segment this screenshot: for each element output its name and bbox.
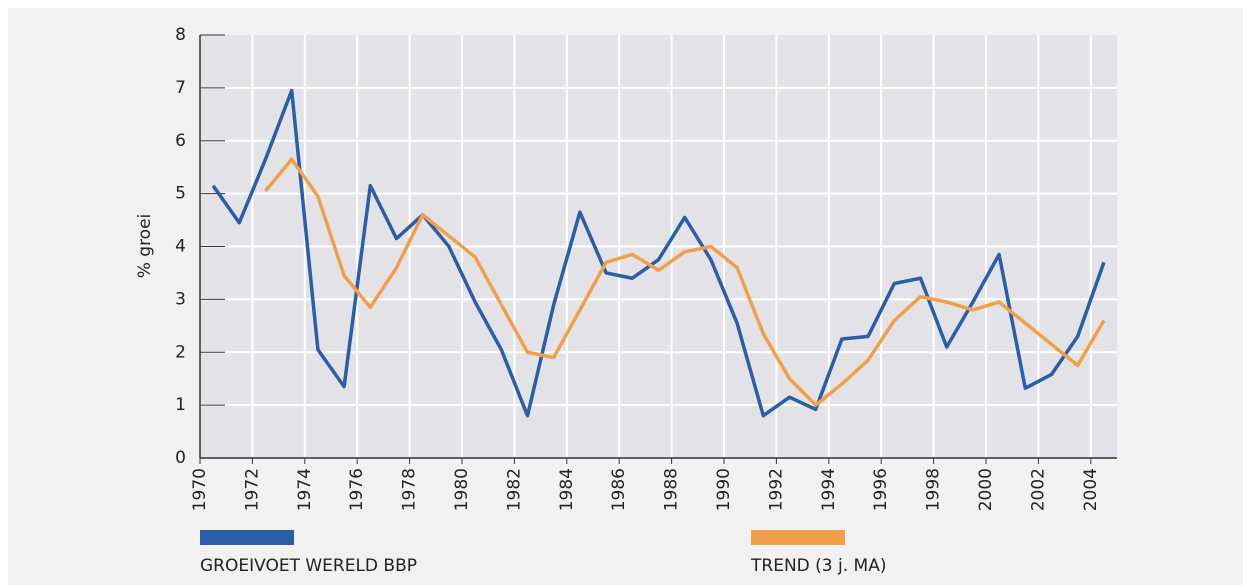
x-tick-label: 1978 <box>400 468 420 511</box>
x-tick-label: 1974 <box>295 468 315 511</box>
y-tick-label: 8 <box>175 25 186 45</box>
x-tick-label: 1980 <box>452 468 472 511</box>
y-axis-label: % groei <box>135 214 155 279</box>
x-tick-label: 1996 <box>871 468 891 511</box>
y-tick-label: 7 <box>175 78 186 98</box>
x-tick-label: 1988 <box>662 468 682 511</box>
y-tick-label: 6 <box>175 131 186 151</box>
y-tick-label: 0 <box>175 448 186 468</box>
y-tick-label: 2 <box>175 342 186 362</box>
x-tick-label: 1986 <box>609 468 629 511</box>
legend-label: GROEIVOET WERELD BBP <box>200 556 417 576</box>
x-tick-label: 2004 <box>1081 468 1101 511</box>
legend-label: TREND (3 j. MA) <box>750 556 886 576</box>
x-tick-label: 1984 <box>557 468 577 511</box>
x-tick-label: 2002 <box>1028 468 1048 511</box>
x-tick-label: 1994 <box>819 468 839 511</box>
series-line <box>211 88 1106 418</box>
x-tick-label: 1972 <box>242 468 262 511</box>
x-tick-label: 1998 <box>924 468 944 511</box>
x-tick-label: 1970 <box>190 468 210 511</box>
y-tick-label: 3 <box>175 289 186 309</box>
x-tick-label: 1982 <box>504 468 524 511</box>
y-tick-label: 4 <box>175 237 186 257</box>
x-tick-label: 2000 <box>976 468 996 511</box>
x-tick-label: 1990 <box>714 468 734 511</box>
x-tick-label: 1992 <box>766 468 786 511</box>
series-line <box>264 157 1106 407</box>
legend-swatch <box>200 530 294 545</box>
x-tick-label: 1976 <box>347 468 367 511</box>
legend-swatch <box>751 530 845 545</box>
y-tick-label: 1 <box>175 395 186 415</box>
y-tick-label: 5 <box>175 184 186 204</box>
